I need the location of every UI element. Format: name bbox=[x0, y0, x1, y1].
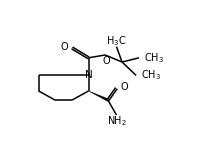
Text: H$_3$C: H$_3$C bbox=[105, 35, 126, 49]
Text: NH$_2$: NH$_2$ bbox=[107, 114, 127, 128]
Polygon shape bbox=[89, 91, 108, 101]
Text: O: O bbox=[121, 82, 128, 92]
Text: O: O bbox=[102, 56, 110, 66]
Text: CH$_3$: CH$_3$ bbox=[144, 51, 164, 65]
Text: O: O bbox=[61, 42, 68, 52]
Text: CH$_3$: CH$_3$ bbox=[141, 68, 161, 82]
Text: N: N bbox=[85, 70, 92, 80]
